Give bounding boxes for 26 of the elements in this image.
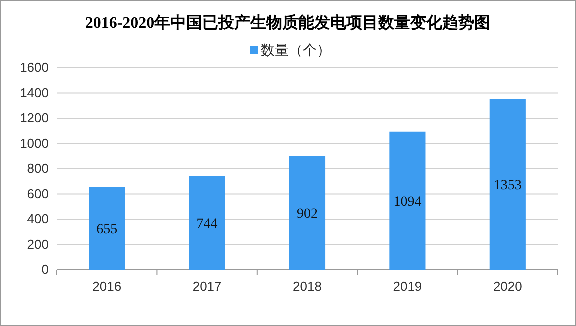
data-label: 1094 <box>394 194 422 210</box>
y-tick-label: 1200 <box>20 110 49 126</box>
x-tick-label: 2016 <box>92 279 122 294</box>
data-label: 744 <box>196 217 218 232</box>
bar <box>189 176 226 270</box>
bar <box>289 156 326 270</box>
y-tick-label: 800 <box>27 161 49 176</box>
x-tick-label: 2020 <box>493 279 522 294</box>
bar <box>390 132 426 270</box>
x-tick-label: 2018 <box>293 279 322 294</box>
x-tick-label: 2017 <box>192 279 222 294</box>
data-label: 902 <box>297 207 318 222</box>
data-label: 655 <box>96 222 118 238</box>
y-tick-label: 1400 <box>20 85 49 100</box>
bar <box>89 187 126 270</box>
y-tick-label: 600 <box>27 186 49 202</box>
y-tick-label: 0 <box>42 262 49 278</box>
legend-label: 数量（个） <box>261 43 331 59</box>
chart-title: 2016-2020年中国已投产生物质能发电项目数量变化趋势图 <box>85 14 491 32</box>
x-tick-label: 2019 <box>393 279 422 294</box>
y-tick-label: 200 <box>27 236 49 252</box>
data-label: 1353 <box>494 178 522 194</box>
y-tick-label: 1000 <box>20 136 49 151</box>
y-tick-label: 1600 <box>20 60 49 76</box>
y-tick-label: 400 <box>27 212 49 227</box>
bar <box>490 99 526 270</box>
